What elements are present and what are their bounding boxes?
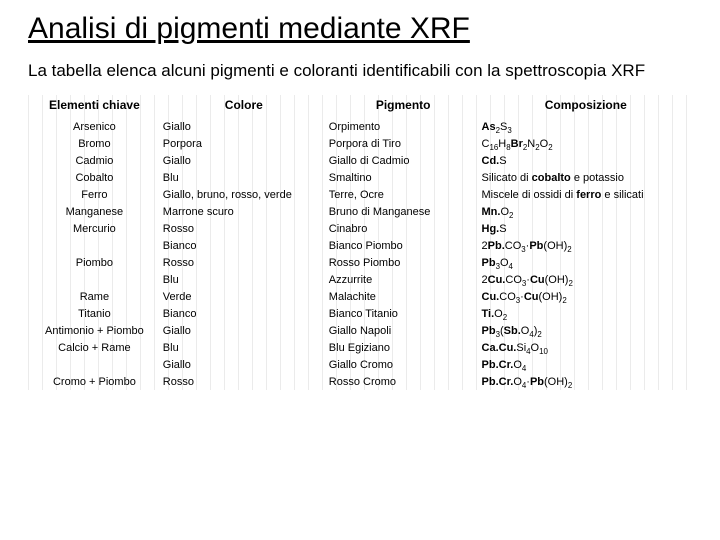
cell-pigment: Terre, Ocre [327,186,480,203]
cell-element: Ferro [28,186,161,203]
cell-element: Manganese [28,203,161,220]
cell-composition: Pb3O4 [480,254,692,271]
table-row: BiancoBianco Piombo2Pb.CO3·Pb(OH)2 [28,237,692,254]
cell-composition: Ca.Cu.Si4O10 [480,339,692,356]
cell-composition: 2Cu.CO3·Cu(OH)2 [480,271,692,288]
cell-composition: Cd.S [480,152,692,169]
cell-pigment: Giallo di Cadmio [327,152,480,169]
cell-composition: Pb.Cr.O4·Pb(OH)2 [480,373,692,390]
cell-element: Mercurio [28,220,161,237]
cell-color: Giallo [161,118,327,135]
cell-color: Giallo [161,152,327,169]
table-row: BluAzzurrite2Cu.CO3·Cu(OH)2 [28,271,692,288]
page-title: Analisi di pigmenti mediante XRF [28,12,692,46]
table-row: ManganeseMarrone scuroBruno di Manganese… [28,203,692,220]
cell-pigment: Porpora di Tiro [327,135,480,152]
cell-pigment: Orpimento [327,118,480,135]
cell-color: Rosso [161,254,327,271]
cell-color: Rosso [161,373,327,390]
cell-element: Arsenico [28,118,161,135]
cell-pigment: Malachite [327,288,480,305]
table-row: Antimonio + PiomboGialloGiallo NapoliPb3… [28,322,692,339]
table-row: RameVerdeMalachiteCu.CO3·Cu(OH)2 [28,288,692,305]
table-row: Calcio + RameBluBlu EgizianoCa.Cu.Si4O10 [28,339,692,356]
cell-element: Cromo + Piombo [28,373,161,390]
cell-composition: Mn.O2 [480,203,692,220]
cell-pigment: Rosso Piombo [327,254,480,271]
cell-composition: Ti.O2 [480,305,692,322]
table-row: CobaltoBluSmaltinoSilicato di cobalto e … [28,169,692,186]
table-row: TitanioBiancoBianco TitanioTi.O2 [28,305,692,322]
col-header-pigment: Pigmento [327,95,480,118]
table-row: FerroGiallo, bruno, rosso, verdeTerre, O… [28,186,692,203]
cell-color: Giallo [161,356,327,373]
cell-color: Giallo [161,322,327,339]
cell-pigment: Bianco Piombo [327,237,480,254]
cell-pigment: Rosso Cromo [327,373,480,390]
cell-element [28,271,161,288]
table-row: MercurioRossoCinabroHg.S [28,220,692,237]
table-row: PiomboRossoRosso PiomboPb3O4 [28,254,692,271]
cell-element: Calcio + Rame [28,339,161,356]
cell-element [28,356,161,373]
page-subtitle: La tabella elenca alcuni pigmenti e colo… [28,60,692,81]
cell-composition: Hg.S [480,220,692,237]
cell-color: Rosso [161,220,327,237]
cell-color: Blu [161,339,327,356]
cell-element: Bromo [28,135,161,152]
cell-element: Antimonio + Piombo [28,322,161,339]
cell-color: Bianco [161,305,327,322]
cell-element [28,237,161,254]
col-header-composition: Composizione [480,95,692,118]
cell-composition: Pb.Cr.O4 [480,356,692,373]
cell-color: Blu [161,271,327,288]
cell-pigment: Giallo Napoli [327,322,480,339]
col-header-color: Colore [161,95,327,118]
cell-pigment: Azzurrite [327,271,480,288]
cell-composition: Silicato di cobalto e potassio [480,169,692,186]
cell-color: Giallo, bruno, rosso, verde [161,186,327,203]
cell-element: Piombo [28,254,161,271]
cell-pigment: Blu Egiziano [327,339,480,356]
cell-element: Rame [28,288,161,305]
cell-pigment: Cinabro [327,220,480,237]
cell-color: Blu [161,169,327,186]
cell-pigment: Bruno di Manganese [327,203,480,220]
cell-composition: Miscele di ossidi di ferro e silicati [480,186,692,203]
cell-color: Verde [161,288,327,305]
cell-composition: Pb3(Sb.O4)2 [480,322,692,339]
table-header-row: Elementi chiave Colore Pigmento Composiz… [28,95,692,118]
cell-pigment: Giallo Cromo [327,356,480,373]
table-row: BromoPorporaPorpora di TiroC16H8Br2N2O2 [28,135,692,152]
cell-element: Cobalto [28,169,161,186]
cell-element: Cadmio [28,152,161,169]
cell-composition: As2S3 [480,118,692,135]
cell-composition: C16H8Br2N2O2 [480,135,692,152]
cell-pigment: Smaltino [327,169,480,186]
table-row: CadmioGialloGiallo di CadmioCd.S [28,152,692,169]
cell-element: Titanio [28,305,161,322]
col-header-element: Elementi chiave [28,95,161,118]
cell-color: Bianco [161,237,327,254]
table-row: GialloGiallo CromoPb.Cr.O4 [28,356,692,373]
table-row: ArsenicoGialloOrpimentoAs2S3 [28,118,692,135]
cell-color: Marrone scuro [161,203,327,220]
cell-composition: 2Pb.CO3·Pb(OH)2 [480,237,692,254]
cell-pigment: Bianco Titanio [327,305,480,322]
pigment-table: Elementi chiave Colore Pigmento Composiz… [28,95,692,390]
cell-composition: Cu.CO3·Cu(OH)2 [480,288,692,305]
table-row: Cromo + PiomboRossoRosso CromoPb.Cr.O4·P… [28,373,692,390]
cell-color: Porpora [161,135,327,152]
